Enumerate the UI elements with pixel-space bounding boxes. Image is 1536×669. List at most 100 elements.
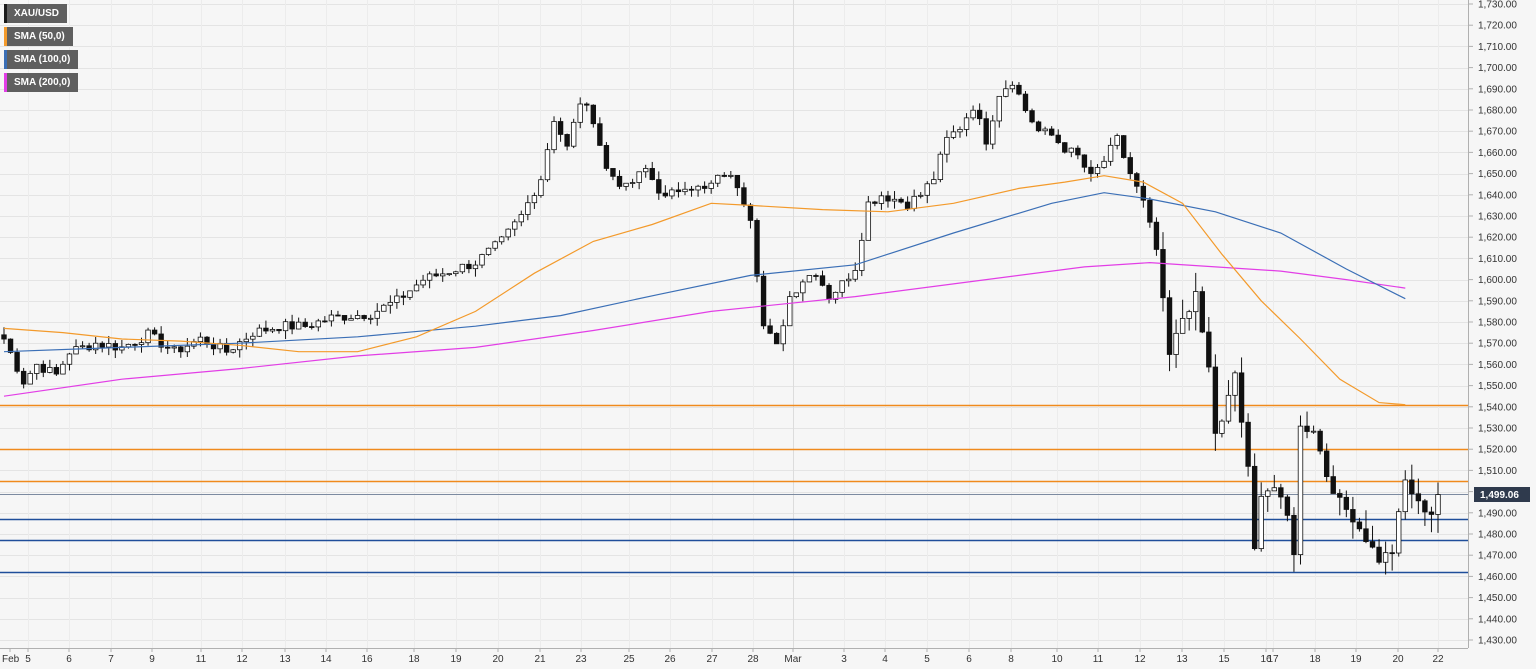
candle-down[interactable]: [1284, 496, 1291, 516]
candle-up[interactable]: [957, 129, 963, 133]
candle-up[interactable]: [787, 296, 793, 327]
candle-down[interactable]: [289, 321, 295, 330]
candle-up[interactable]: [426, 273, 433, 281]
candle-down[interactable]: [1317, 430, 1323, 452]
candle-up[interactable]: [1435, 494, 1441, 515]
candle-down[interactable]: [1134, 173, 1140, 187]
candle-up[interactable]: [1094, 167, 1101, 174]
candle-up[interactable]: [970, 109, 976, 119]
candle-down[interactable]: [813, 275, 819, 277]
candle-up[interactable]: [911, 195, 917, 209]
candle-down[interactable]: [557, 121, 564, 135]
candle-up[interactable]: [669, 189, 675, 197]
candle-up[interactable]: [512, 221, 518, 230]
candle-down[interactable]: [976, 109, 983, 120]
candle-up[interactable]: [682, 188, 688, 193]
candle-up[interactable]: [852, 270, 858, 280]
candle-up[interactable]: [315, 320, 321, 328]
candle-down[interactable]: [178, 346, 184, 353]
candle-down[interactable]: [904, 201, 911, 209]
candle-up[interactable]: [472, 264, 479, 270]
candle-down[interactable]: [1337, 493, 1343, 498]
candle-down[interactable]: [1238, 372, 1245, 423]
candle-down[interactable]: [1363, 528, 1369, 542]
candle-up[interactable]: [1225, 394, 1232, 422]
candle-down[interactable]: [603, 145, 610, 169]
candle-up[interactable]: [937, 153, 944, 180]
candle-up[interactable]: [440, 273, 446, 277]
candle-down[interactable]: [1369, 541, 1376, 548]
candle-up[interactable]: [1101, 160, 1107, 168]
candle-up[interactable]: [623, 182, 629, 187]
candle-down[interactable]: [1016, 84, 1022, 95]
candle-up[interactable]: [845, 278, 852, 282]
candle-up[interactable]: [551, 121, 557, 151]
candle-up[interactable]: [525, 202, 531, 215]
candle-up[interactable]: [171, 346, 177, 349]
candle-up[interactable]: [643, 168, 649, 173]
legend-item-sma-50[interactable]: SMA (50,0): [4, 27, 73, 46]
candle-down[interactable]: [741, 187, 747, 206]
candle-down[interactable]: [99, 342, 105, 348]
candle-up[interactable]: [832, 291, 839, 300]
candle-up[interactable]: [1258, 495, 1264, 550]
candle-up[interactable]: [1271, 487, 1277, 492]
candle-down[interactable]: [165, 346, 171, 349]
candle-down[interactable]: [826, 284, 832, 300]
candle-down[interactable]: [40, 363, 46, 373]
candle-up[interactable]: [1042, 128, 1048, 132]
candle-down[interactable]: [773, 332, 780, 345]
candle-down[interactable]: [675, 189, 682, 193]
candle-up[interactable]: [944, 136, 950, 155]
candle-up[interactable]: [990, 120, 996, 145]
candle-up[interactable]: [387, 302, 394, 306]
candle-down[interactable]: [1055, 134, 1061, 144]
candle-up[interactable]: [1173, 332, 1179, 355]
candle-up[interactable]: [891, 198, 898, 202]
candle-down[interactable]: [1422, 500, 1428, 513]
candle-up[interactable]: [106, 343, 112, 348]
candle-down[interactable]: [20, 370, 27, 385]
candle-up[interactable]: [413, 284, 420, 292]
candle-up[interactable]: [453, 271, 459, 275]
candle-up[interactable]: [1179, 317, 1186, 334]
candle-down[interactable]: [767, 325, 773, 334]
candle-down[interactable]: [1415, 493, 1422, 502]
candle-up[interactable]: [394, 295, 400, 303]
candle-down[interactable]: [1428, 511, 1435, 515]
candle-down[interactable]: [1088, 166, 1094, 174]
candle-up[interactable]: [34, 363, 40, 374]
candle-down[interactable]: [656, 179, 662, 194]
candle-up[interactable]: [60, 363, 66, 375]
candle-down[interactable]: [662, 192, 669, 197]
candle-down[interactable]: [302, 321, 308, 327]
candle-up[interactable]: [1107, 144, 1114, 162]
candle-down[interactable]: [616, 175, 623, 187]
candle-up[interactable]: [531, 195, 538, 204]
candle-up[interactable]: [1114, 135, 1120, 146]
candle-up[interactable]: [328, 314, 335, 322]
candle-up[interactable]: [924, 183, 930, 196]
legend-item-sma-100[interactable]: SMA (100,0): [4, 50, 79, 69]
candle-down[interactable]: [1127, 157, 1133, 175]
candle-up[interactable]: [918, 194, 924, 197]
legend-item-xauusd[interactable]: XAU/USD: [4, 4, 68, 23]
candle-down[interactable]: [86, 345, 92, 351]
candle-up[interactable]: [1186, 311, 1192, 319]
candle-up[interactable]: [73, 346, 79, 355]
candle-down[interactable]: [1022, 93, 1029, 112]
candle-up[interactable]: [138, 342, 145, 345]
candle-up[interactable]: [538, 179, 544, 197]
candle-up[interactable]: [780, 325, 786, 345]
candle-down[interactable]: [584, 103, 590, 106]
candle-down[interactable]: [1376, 546, 1382, 563]
candle-up[interactable]: [446, 273, 452, 276]
candle-down[interactable]: [322, 320, 328, 323]
candle-up[interactable]: [518, 214, 524, 223]
candle-up[interactable]: [47, 367, 53, 373]
candle-down[interactable]: [1029, 110, 1035, 123]
candle-down[interactable]: [151, 329, 158, 335]
candle-up[interactable]: [269, 329, 276, 332]
candle-up[interactable]: [1297, 425, 1304, 556]
